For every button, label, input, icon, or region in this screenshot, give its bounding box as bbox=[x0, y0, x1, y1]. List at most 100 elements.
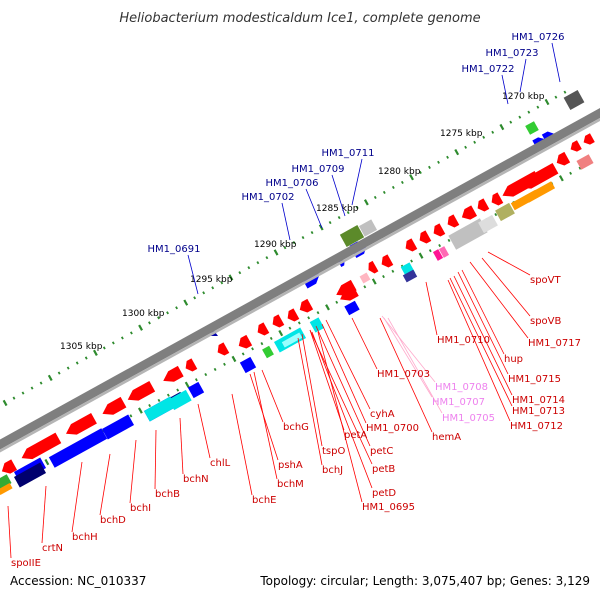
upper-tick bbox=[409, 174, 414, 181]
lower-leader bbox=[487, 251, 531, 276]
red-cds bbox=[570, 140, 582, 152]
kbp-label: 1300 kbp bbox=[122, 309, 165, 319]
red-cds bbox=[66, 412, 97, 435]
upper-tick bbox=[518, 115, 522, 119]
lower-tick bbox=[176, 388, 180, 392]
lower-gene-label: HM1_0713 bbox=[512, 406, 565, 417]
orange-cds bbox=[524, 181, 556, 203]
map-title: Heliobacterium modesticaldum Ice1, compl… bbox=[119, 11, 480, 26]
cyan-cds bbox=[281, 332, 303, 348]
kbp-label: 1280 kbp bbox=[378, 167, 421, 177]
red-cds bbox=[1, 459, 18, 474]
upper-tick bbox=[220, 281, 224, 285]
gene-features bbox=[0, 89, 595, 496]
upper-tick bbox=[464, 145, 468, 149]
lower-leader bbox=[457, 271, 509, 375]
upper-tick bbox=[419, 170, 422, 174]
lower-leader bbox=[297, 337, 323, 466]
topology-text: Topology: circular; Length: 3,075,407 bp… bbox=[259, 574, 590, 588]
cyan-cds bbox=[168, 389, 192, 411]
lower-gene-label: bchG bbox=[283, 422, 309, 433]
upper-tick bbox=[437, 160, 440, 164]
lower-gene-label: spoVB bbox=[530, 316, 562, 327]
red-cds bbox=[405, 238, 418, 252]
upper-tick bbox=[318, 224, 324, 231]
navy-cds bbox=[13, 462, 47, 488]
red-cds bbox=[340, 285, 359, 301]
upper-gene-label: HM1_0726 bbox=[512, 32, 565, 43]
lower-leader bbox=[7, 505, 12, 559]
kbp-label: 1295 kbp bbox=[190, 275, 233, 285]
lower-tick bbox=[307, 316, 311, 320]
red-cds bbox=[419, 230, 432, 244]
upper-tick bbox=[138, 324, 143, 331]
lower-leader bbox=[309, 329, 345, 431]
upper-tick bbox=[273, 249, 279, 256]
lower-tick bbox=[251, 347, 254, 351]
lower-tick bbox=[241, 352, 245, 356]
red-cds bbox=[368, 260, 379, 274]
pink-leader bbox=[383, 317, 433, 398]
lower-tick bbox=[44, 458, 50, 466]
lower-leader bbox=[309, 329, 373, 465]
upper-tick bbox=[84, 356, 88, 360]
navy-cds bbox=[402, 269, 418, 283]
lower-gene-label: bchM bbox=[277, 479, 304, 490]
upper-tick bbox=[21, 391, 25, 395]
upper-tick bbox=[12, 396, 16, 400]
green-cds bbox=[262, 345, 274, 359]
upper-leader bbox=[501, 74, 509, 105]
red-cds bbox=[299, 298, 314, 313]
upper-tick bbox=[536, 105, 540, 109]
lower-gene-label: petD bbox=[372, 488, 396, 499]
lower-gene-label: hemA bbox=[432, 432, 461, 443]
lower-leader bbox=[351, 317, 378, 370]
green-cds bbox=[525, 121, 539, 135]
kbp-label: 1290 kbp bbox=[254, 240, 297, 250]
lower-tick bbox=[371, 278, 377, 285]
upper-tick bbox=[2, 399, 8, 407]
red-cds bbox=[556, 151, 571, 166]
kbp-label: 1285 kbp bbox=[316, 204, 359, 214]
lower-tick bbox=[410, 259, 413, 263]
lower-gene-label: HM1_0695 bbox=[362, 502, 415, 513]
upper-gene-label: HM1_0691 bbox=[148, 244, 201, 255]
upper-tick bbox=[346, 210, 350, 215]
dark-gray-cds bbox=[563, 89, 585, 111]
gray-cds bbox=[448, 218, 488, 250]
lower-tick bbox=[494, 213, 498, 217]
blue-cds bbox=[101, 414, 135, 440]
lower-tick bbox=[166, 393, 170, 397]
upper-tick bbox=[247, 266, 251, 270]
upper-tick bbox=[120, 336, 124, 340]
kbp-label: 1270 kbp bbox=[502, 92, 545, 102]
lower-tick bbox=[316, 311, 320, 315]
upper-gene-label: HM1_0706 bbox=[266, 178, 319, 189]
lower-gene-label: HM1_0700 bbox=[366, 423, 419, 434]
lower-tick bbox=[297, 321, 301, 325]
lower-tick bbox=[363, 285, 367, 289]
upper-tick bbox=[391, 185, 395, 190]
lower-tick bbox=[578, 166, 582, 170]
kbp-labels: 1270 kbp 1275 kbp 1280 kbp 1285 kbp 1290 kbp… bbox=[60, 92, 545, 352]
lower-tick bbox=[184, 381, 190, 388]
upper-leader bbox=[281, 202, 291, 241]
lower-tick bbox=[269, 336, 273, 341]
lower-leader bbox=[447, 279, 511, 422]
lower-tick bbox=[418, 252, 424, 259]
red-cds bbox=[461, 205, 478, 220]
red-cds bbox=[127, 380, 156, 401]
genome-backbone bbox=[0, 108, 600, 453]
upper-leader bbox=[331, 174, 346, 217]
upper-tick bbox=[363, 199, 369, 206]
orange-cds bbox=[0, 482, 13, 496]
red-cds bbox=[272, 314, 285, 328]
lower-tick bbox=[204, 373, 208, 377]
upper-tick bbox=[47, 374, 53, 382]
accession-text: Accession: NC_010337 bbox=[10, 574, 146, 588]
lower-gene-label: HM1_0714 bbox=[512, 395, 565, 406]
lower-gene-label: hup bbox=[504, 354, 523, 365]
red-cds bbox=[520, 163, 559, 189]
upper-tick bbox=[292, 241, 296, 245]
olive-cds bbox=[495, 202, 515, 222]
